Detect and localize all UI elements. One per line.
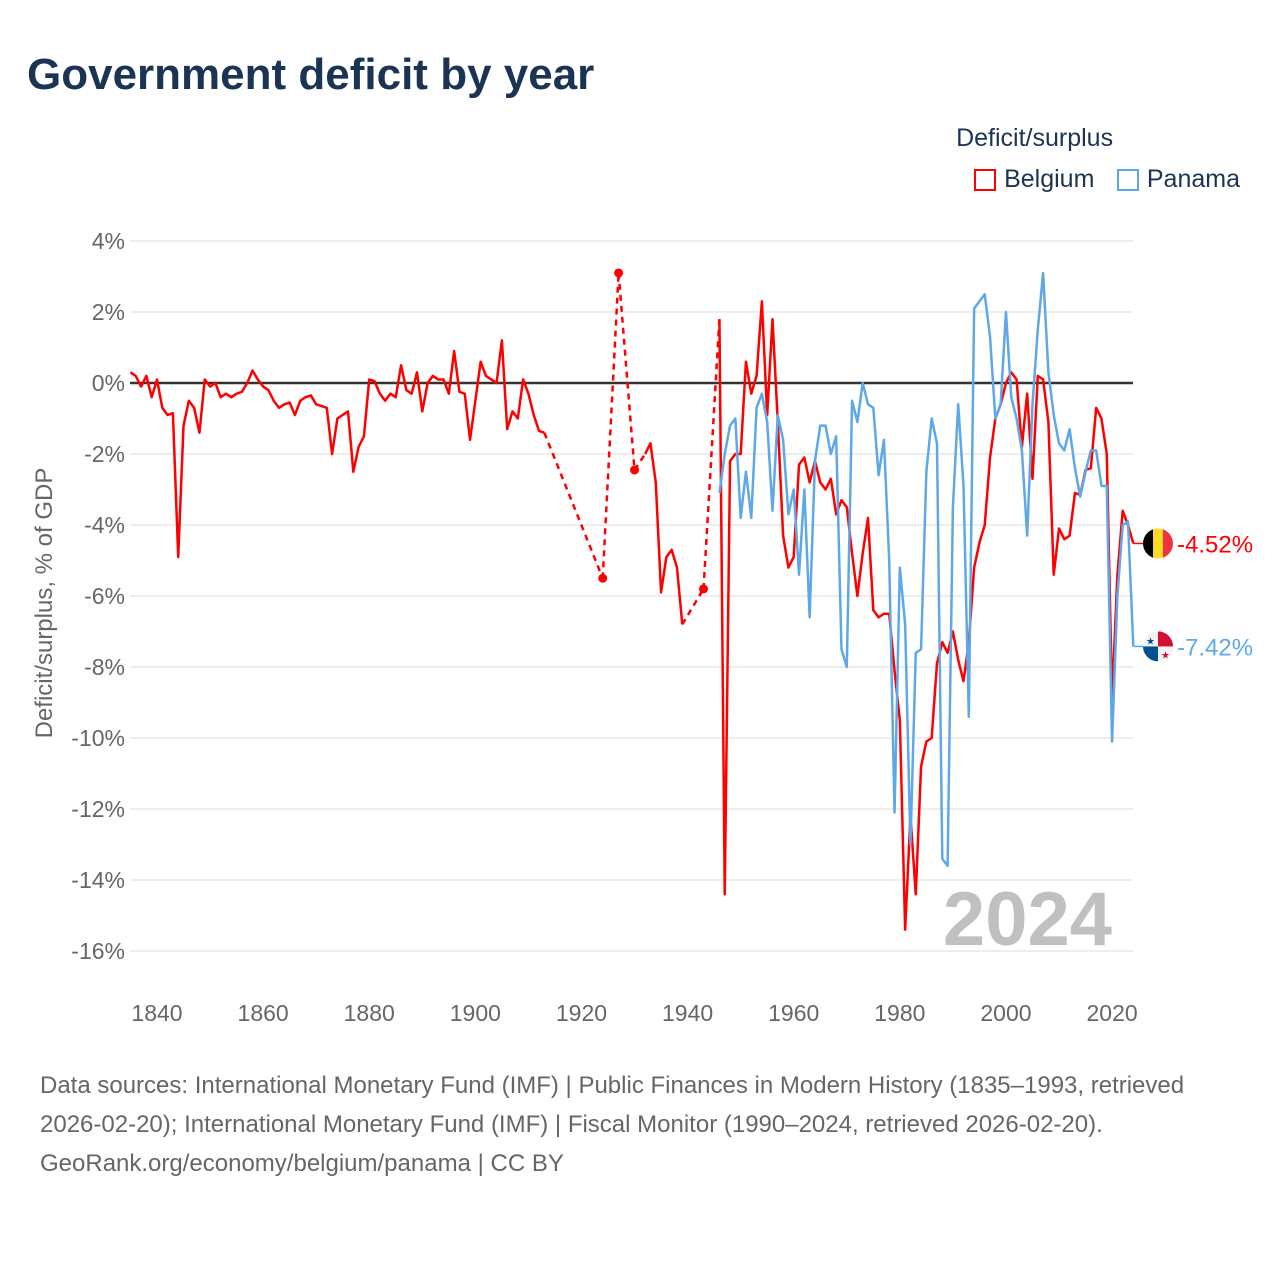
x-tick-label: 2020 [1086, 1000, 1137, 1026]
legend-item-belgium[interactable]: Belgium [974, 165, 1094, 194]
y-tick-label: -16% [71, 938, 125, 964]
x-tick-label: 1960 [768, 1000, 819, 1026]
y-axis-label: Deficit/surplus, % of GDP [31, 468, 58, 739]
dashed-gap-segment [702, 319, 721, 589]
series-group [129, 268, 1135, 931]
dashed-gap-segment [601, 272, 620, 579]
credit-link[interactable]: GeoRank.org/economy/belgium/panama | CC … [40, 1150, 564, 1177]
end-value-label: -7.42% [1177, 634, 1253, 661]
legend: Deficit/surplus Belgium Panama [956, 124, 1240, 196]
footer: Data sources: International Monetary Fun… [40, 1066, 1250, 1183]
y-tick-label: -6% [84, 583, 125, 609]
series-line [129, 300, 1135, 931]
series-belgium [129, 268, 1135, 931]
y-tick-label: 0% [92, 370, 125, 396]
legend-label: Panama [1146, 165, 1240, 193]
y-axis-ticks: 4% 2% 0% -2% -4% -6% -8% -10% -12% -14% -16% [71, 228, 125, 964]
legend-item-panama[interactable]: Panama [1116, 165, 1240, 194]
flag-quarter [1158, 631, 1173, 647]
data-sources: Data sources: International Monetary Fun… [40, 1072, 1185, 1138]
flag-stripe [1143, 528, 1153, 559]
end-labels: -4.52%★★ -7.42% [1133, 528, 1253, 662]
x-tick-label: 1940 [662, 1000, 713, 1026]
legend-swatch-belgium [974, 168, 997, 191]
year-watermark: 2024 [943, 877, 1112, 962]
x-tick-label: 1900 [450, 1000, 501, 1026]
flag-stripe [1153, 528, 1163, 559]
legend-label: Belgium [1004, 165, 1095, 193]
x-tick-label: 1860 [238, 1000, 289, 1026]
x-axis-ticks: 1840 1860 1880 1900 1920 1940 1960 1980 2000 2020 [131, 1000, 1137, 1026]
belgium-flag-icon [1143, 528, 1173, 559]
end-value-label: -4.52% [1177, 531, 1253, 558]
y-tick-label: 2% [92, 299, 125, 325]
x-tick-label: 1880 [344, 1000, 395, 1026]
dashed-gap-segment [543, 432, 604, 579]
flag [1143, 528, 1173, 559]
x-tick-label: 1840 [131, 1000, 182, 1026]
y-tick-label: 4% [92, 228, 125, 254]
y-tick-label: -8% [84, 654, 125, 680]
flag-star: ★ [1146, 636, 1155, 647]
grid [130, 240, 1133, 952]
dashed-gap-segment [633, 453, 647, 471]
chart-title: Government deficit by year [27, 50, 595, 99]
y-tick-label: -2% [84, 441, 125, 467]
series-line [718, 271, 1135, 868]
x-tick-label: 1920 [556, 1000, 607, 1026]
line-chart: 4%2%0%-2%-4%-6%-8%-10%-12%-14%-16% 1840 1… [31, 228, 1253, 1026]
series-panama [718, 271, 1135, 868]
y-tick-label: -4% [84, 512, 125, 538]
flag-star: ★ [1161, 650, 1170, 661]
dashed-gap-segment [617, 272, 636, 471]
panama-flag-icon: ★★ [1143, 631, 1173, 662]
flag: ★★ [1143, 631, 1173, 662]
legend-swatch-panama [1116, 168, 1139, 191]
y-tick-label: -14% [71, 867, 125, 893]
x-tick-label: 2000 [980, 1000, 1031, 1026]
legend-title: Deficit/surplus [956, 124, 1114, 152]
y-tick-label: -12% [71, 796, 125, 822]
y-tick-label: -10% [71, 725, 125, 751]
flag-quarter [1143, 646, 1158, 662]
x-tick-label: 1980 [874, 1000, 925, 1026]
flag-stripe [1163, 528, 1173, 559]
dashed-gap-segment [681, 588, 705, 626]
